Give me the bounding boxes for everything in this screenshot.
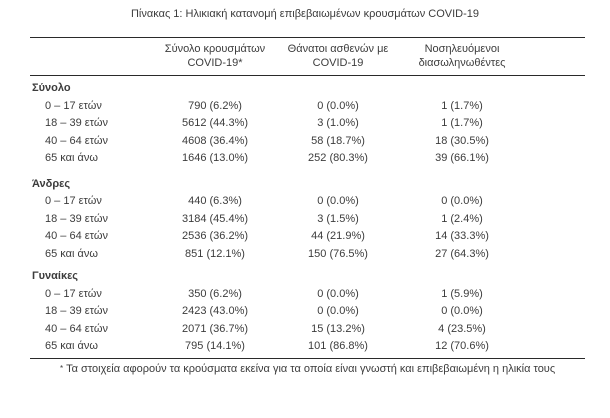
age-group-label: 18 – 39 ετών [45,305,108,317]
intubated-cell: 0 (0.0%) [441,305,483,317]
total-cases-cell: 790 (6.2%) [188,99,242,112]
intubated-cell: 1 (5.9%) [441,287,483,300]
age-group-label: 40 – 64 ετών [45,134,108,147]
section-label: Σύνολο [32,82,71,94]
filler-cell [530,246,585,264]
header-row: Σύνολο κρουσμάτων COVID-19* Θάνατοι ασθε… [30,37,585,76]
intubated-cell: 39 (66.1%) [435,152,489,164]
header-filler [530,37,585,76]
section-label: Άνδρες [32,177,71,190]
col-header-line: Σύνολο κρουσμάτων [164,43,266,55]
table-row: 40 – 64 ετών 4608 (36.4%) 58 (18.7%) 18 … [30,133,585,151]
deaths-cell: 3 (1.5%) [317,212,359,225]
deaths-cell: 0 (0.0%) [317,99,359,112]
total-cases-cell: 350 (6.2%) [188,287,242,300]
table-row: 40 – 64 ετών 2071 (36.7%) 15 (13.2%) 4 (… [30,321,585,339]
table-row: 0 – 17 ετών 790 (6.2%) 0 (0.0%) 1 (1.7%) [30,98,585,116]
intubated-cell: 18 (30.5%) [435,134,489,147]
total-cases-cell: 4608 (36.4%) [181,134,249,147]
total-cases-cell: 851 (12.1%) [185,247,245,260]
col-header-line: διασωληνωθέντες [418,57,506,69]
intubated-cell: 4 (23.5%) [438,322,486,335]
total-cases-cell: 2536 (36.2%) [181,230,249,242]
table-row: 65 και άνω 851 (12.1%) 150 (76.5%) 27 (6… [30,246,585,264]
footnote-asterisk: * [60,363,64,373]
total-cases-cell: 2071 (36.7%) [181,322,249,335]
filler-cell [530,115,585,133]
filler-cell [530,303,585,321]
covid-age-distribution-table: Σύνολο κρουσμάτων COVID-19* Θάνατοι ασθε… [30,37,585,359]
intubated-cell: 0 (0.0%) [441,195,483,207]
total-cases-cell: 5612 (44.3%) [181,117,249,129]
age-group-label: 0 – 17 ετών [45,195,102,207]
col-header-deaths: Θάνατοι ασθενών με COVID-19 [282,37,394,76]
filler-cell [530,338,585,359]
filler-cell [530,193,585,211]
intubated-cell: 14 (33.3%) [435,230,489,242]
section-header-total: Σύνολο [30,76,585,98]
total-cases-cell: 440 (6.3%) [188,195,242,207]
filler-cell [530,321,585,339]
col-header-intubated: Νοσηλευόμενοι διασωληνωθέντες [394,37,530,76]
deaths-cell: 0 (0.0%) [317,305,359,317]
table-row: 0 – 17 ετών 440 (6.3%) 0 (0.0%) 0 (0.0%) [30,193,585,211]
header-spacer [30,37,148,76]
table-row: 18 – 39 ετών 3184 (45.4%) 3 (1.5%) 1 (2.… [30,211,585,229]
age-group-label: 18 – 39 ετών [45,212,108,225]
age-group-label: 40 – 64 ετών [45,322,108,335]
total-cases-cell: 3184 (45.4%) [181,212,249,225]
deaths-cell: 101 (86.8%) [282,338,394,359]
deaths-cell: 0 (0.0%) [317,195,359,207]
table-row: 18 – 39 ετών 5612 (44.3%) 3 (1.0%) 1 (1.… [30,115,585,133]
age-group-label: 0 – 17 ετών [45,99,102,112]
filler-cell [530,228,585,246]
table-row: 65 και άνω 1646 (13.0%) 252 (80.3%) 39 (… [30,150,585,168]
total-cases-cell: 795 (14.1%) [148,338,282,359]
deaths-cell: 3 (1.0%) [317,117,359,129]
table-wrapper: Σύνολο κρουσμάτων COVID-19* Θάνατοι ασθε… [30,37,585,376]
intubated-cell: 1 (1.7%) [441,99,483,112]
intubated-cell: 1 (2.4%) [441,212,483,225]
filler-cell [530,211,585,229]
section-header-men: Άνδρες [30,168,585,194]
age-group-label: 65 και άνω [30,338,148,359]
age-group-label: 0 – 17 ετών [45,287,102,300]
filler-cell [530,98,585,116]
col-header-line: COVID-19 [312,57,364,69]
section-label: Γυναίκες [32,270,79,282]
deaths-cell: 44 (21.9%) [311,230,365,242]
table-row: 18 – 39 ετών 2423 (43.0%) 0 (0.0%) 0 (0.… [30,303,585,321]
filler-cell [530,133,585,151]
age-group-label: 65 και άνω [45,152,98,164]
age-group-label: 18 – 39 ετών [45,117,108,129]
deaths-cell: 150 (76.5%) [308,247,368,260]
total-cases-cell: 1646 (13.0%) [181,152,249,164]
filler-cell [530,286,585,304]
age-group-label: 40 – 64 ετών [45,230,108,242]
table-row: 40 – 64 ετών 2536 (36.2%) 44 (21.9%) 14 … [30,228,585,246]
intubated-cell: 1 (1.7%) [441,117,483,129]
intubated-cell: 27 (64.3%) [435,247,489,260]
col-header-line: Νοσηλευόμενοι [424,43,500,55]
filler-cell [530,150,585,168]
col-header-total-cases: Σύνολο κρουσμάτων COVID-19* [148,37,282,76]
intubated-cell: 12 (70.6%) [394,338,530,359]
section-header-women: Γυναίκες [30,263,585,286]
deaths-cell: 58 (18.7%) [311,134,365,147]
table-row: 0 – 17 ετών 350 (6.2%) 0 (0.0%) 1 (5.9%) [30,286,585,304]
col-header-line: COVID-19* [187,57,243,69]
table-row: 65 και άνω 795 (14.1%) 101 (86.8%) 12 (7… [30,338,585,359]
deaths-cell: 252 (80.3%) [308,152,368,164]
footnote-text: Τα στοιχεία αφορούν τα κρούσματα εκείνα … [66,362,556,375]
age-group-label: 65 και άνω [45,247,98,260]
deaths-cell: 0 (0.0%) [317,287,359,300]
total-cases-cell: 2423 (43.0%) [181,305,249,317]
deaths-cell: 15 (13.2%) [311,322,365,335]
col-header-line: Θάνατοι ασθενών με [287,43,389,55]
table-title: Πίνακας 1: Ηλικιακή κατανομή επιβεβαιωμέ… [130,8,480,20]
footnote: * Τα στοιχεία αφορούν τα κρούσματα εκείνα… [60,363,610,376]
